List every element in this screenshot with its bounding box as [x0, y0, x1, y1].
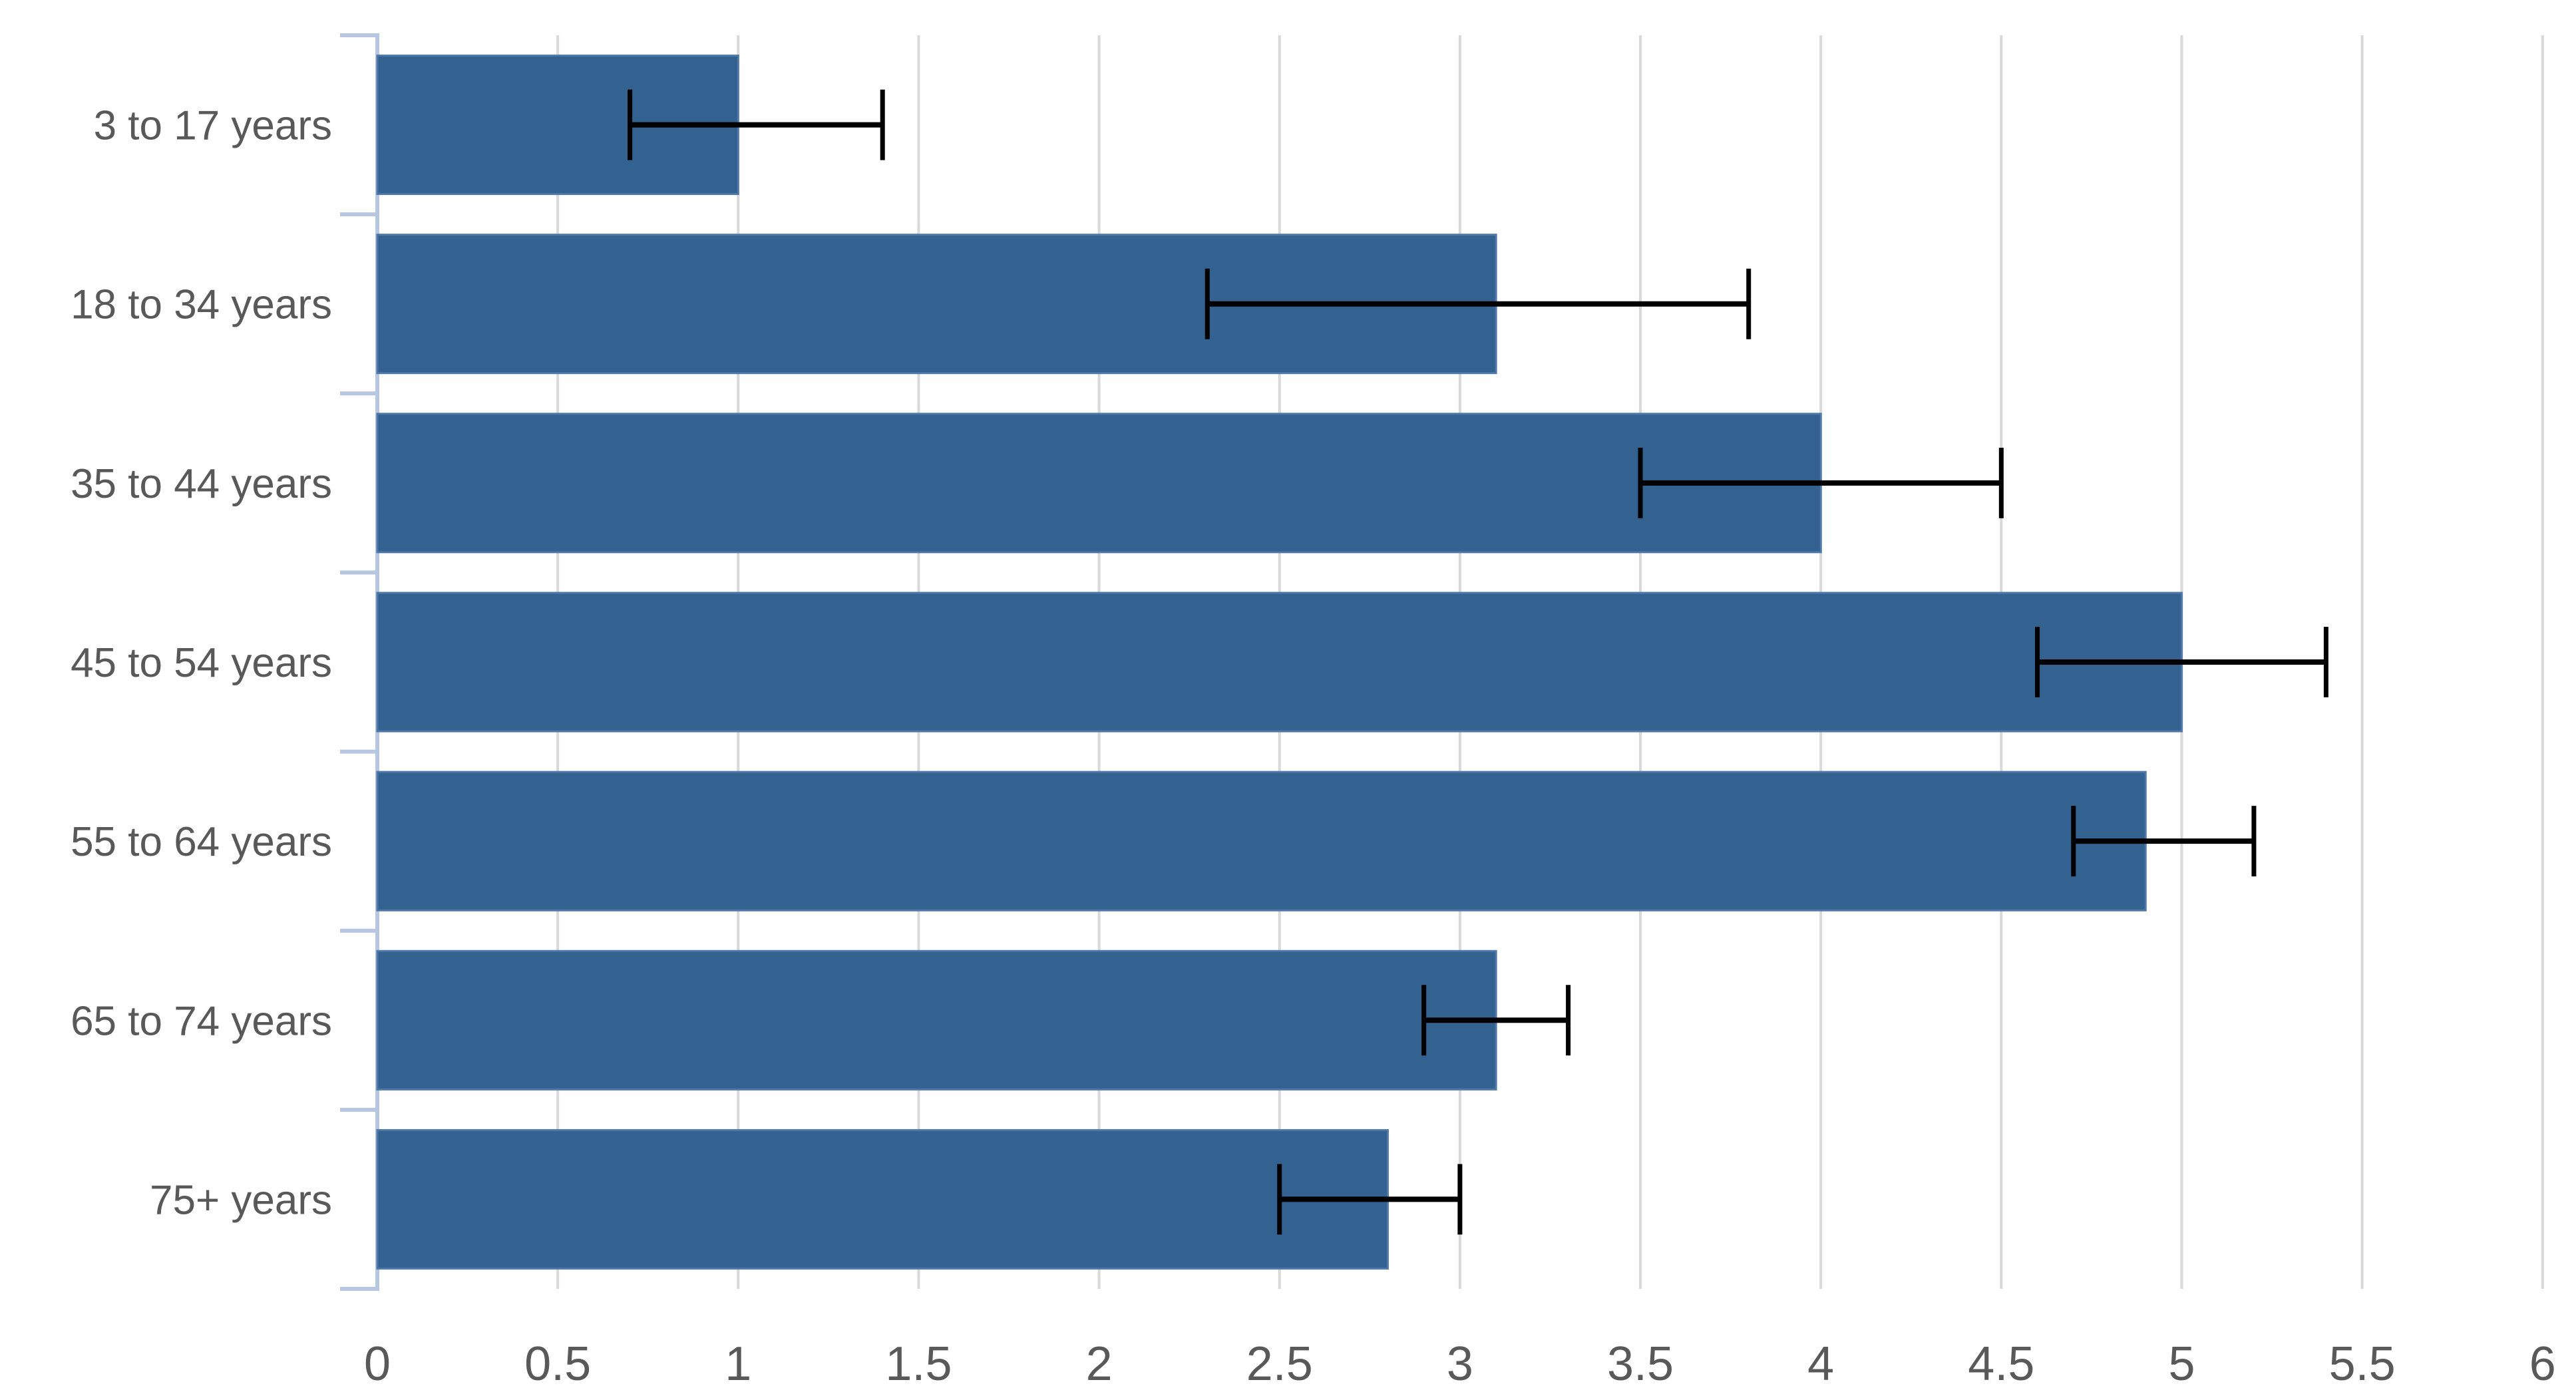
y-axis-category-label: 18 to 34 years — [71, 282, 332, 328]
x-axis-tick-label: 4 — [1807, 1337, 1834, 1391]
y-axis-category-label: 35 to 44 years — [71, 461, 332, 507]
x-axis-tick-label: 3 — [1447, 1337, 1473, 1391]
x-axis-tick-label: 4.5 — [1968, 1337, 2034, 1391]
x-axis-tick-label: 1 — [725, 1337, 751, 1391]
y-axis-category-label: 65 to 74 years — [71, 998, 332, 1044]
x-axis-tick-label: 0 — [364, 1337, 391, 1391]
x-axis-tick-label: 5 — [2168, 1337, 2195, 1391]
x-axis-tick-label: 6 — [2529, 1337, 2556, 1391]
x-axis-tick-label: 3.5 — [1607, 1337, 1674, 1391]
bar — [376, 1129, 1389, 1270]
y-axis-category-label: 3 to 17 years — [94, 103, 332, 149]
x-axis-tick-label: 5.5 — [2329, 1337, 2396, 1391]
bar — [376, 592, 2183, 733]
bar — [376, 771, 2147, 912]
bar — [376, 413, 1822, 554]
y-axis-category-label: 55 to 64 years — [71, 819, 332, 865]
y-axis-category-label: 75+ years — [150, 1177, 332, 1223]
x-axis-tick-label: 1.5 — [885, 1337, 952, 1391]
x-axis-tick-label: 2 — [1086, 1337, 1113, 1391]
x-axis-tick-label: 2.5 — [1246, 1337, 1313, 1391]
x-axis-tick-label: 0.5 — [524, 1337, 591, 1391]
y-axis-category-label: 45 to 54 years — [71, 640, 332, 686]
bar — [376, 950, 1497, 1091]
